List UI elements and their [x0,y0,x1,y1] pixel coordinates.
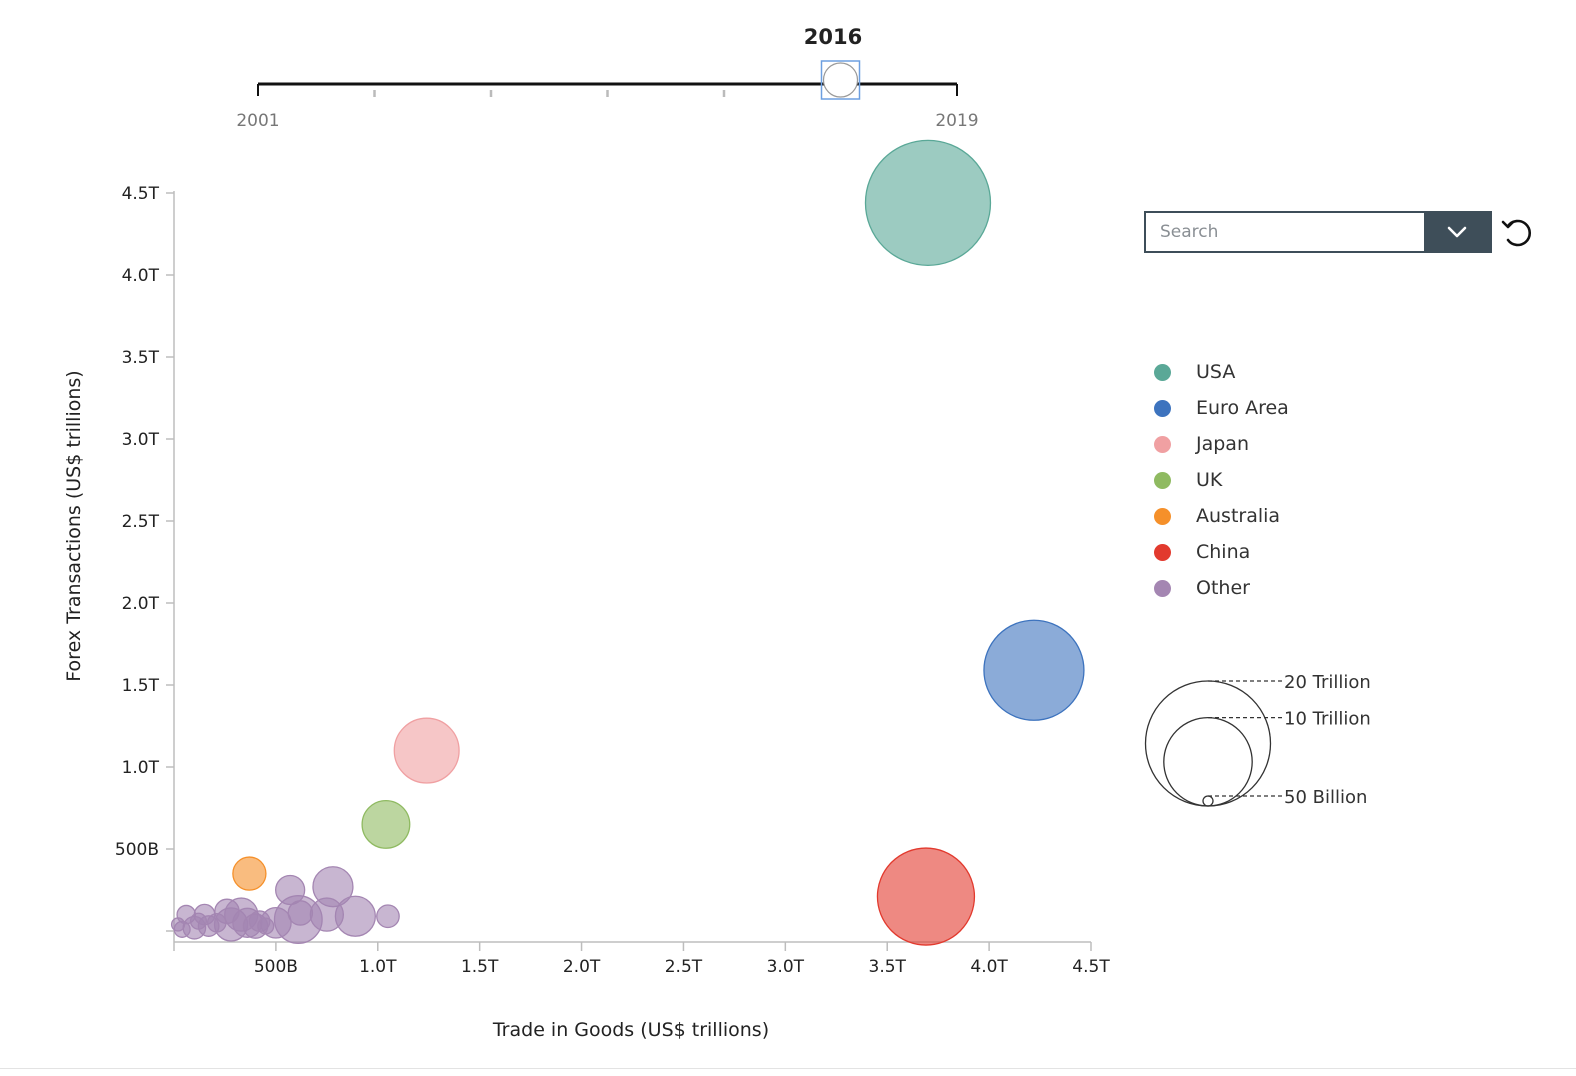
legend-item[interactable]: Australia [1150,498,1289,534]
legend-item[interactable]: Other [1150,570,1289,606]
legend-swatch [1154,363,1171,381]
search-input[interactable] [1146,213,1424,251]
y-tick-label: 500B [115,840,159,860]
bubble-other[interactable] [170,917,186,932]
legend-swatch [1154,471,1171,489]
size-legend-label: 50 Billion [1284,787,1367,808]
slider-end-label: 2019 [935,111,978,131]
x-tick-label: 4.0T [970,957,1008,977]
x-tick-label: 2.0T [563,957,601,977]
x-tick-label: 3.0T [767,957,805,977]
bubbles [170,139,1085,946]
reset-button[interactable] [1500,214,1536,250]
y-tick-label: 3.5T [122,348,160,368]
color-legend: USA Euro Area Japan UK Australia China O… [1150,354,1289,606]
legend-label: USA [1196,361,1236,383]
y-tick-label: 2.0T [122,594,160,614]
bubble-other[interactable] [376,904,400,929]
y-axis-title: Forex Transactions (US$ trillions) [63,370,85,681]
size-legend: 20 Trillion 10 Trillion 50 Billion [1144,672,1371,808]
size-legend-circle [1202,795,1214,807]
x-tick-label: 500B [254,957,298,977]
x-tick-label: 3.5T [869,957,907,977]
reset-icon [1501,219,1531,247]
slider-handle-knob[interactable] [822,62,859,98]
dropdown-button[interactable] [1424,213,1490,251]
y-tick-label: 2.5T [122,512,160,532]
bubble-euro-area[interactable] [983,619,1085,721]
bottom-divider [0,1068,1576,1069]
size-legend-label: 20 Trillion [1284,672,1371,693]
x-tick-label: 1.0T [359,957,397,977]
size-legend-circle [1163,716,1253,807]
legend-label: Japan [1196,433,1249,455]
legend-item[interactable]: UK [1150,462,1289,498]
y-tick-label: 4.5T [122,184,160,204]
size-legend-circle [1144,680,1272,807]
x-axis-title: Trade in Goods (US$ trillions) [492,1019,769,1041]
size-legend-label: 10 Trillion [1284,709,1371,730]
bubble-other[interactable] [206,912,227,933]
bubble-other[interactable] [257,917,275,935]
legend-swatch [1154,399,1171,417]
y-tick-label: 3.0T [122,430,160,450]
legend-swatch [1154,543,1171,561]
x-tick-label: 4.5T [1072,957,1110,977]
legend-label: China [1196,541,1251,563]
bubble-other[interactable] [189,912,208,930]
bubble-japan[interactable] [393,717,460,784]
slider-handle[interactable] [820,60,861,100]
country-search[interactable] [1144,211,1492,253]
slider-start-label: 2001 [236,111,279,131]
bubble-australia[interactable] [232,856,267,891]
y-tick-label: 1.5T [122,676,160,696]
chevron-down-icon [1447,226,1467,238]
legend-label: Australia [1196,505,1281,527]
bubble-uk[interactable] [361,799,411,849]
legend-label: Other [1196,577,1250,599]
legend-label: Euro Area [1196,397,1289,419]
y-tick-label: 1.0T [122,758,160,778]
year-slider[interactable]: 2016 2001 2019 [236,25,978,131]
legend-swatch [1154,435,1171,453]
legend-item[interactable]: Japan [1150,426,1289,462]
legend-swatch [1154,579,1171,597]
legend-label: UK [1196,469,1223,491]
legend-item[interactable]: Euro Area [1150,390,1289,426]
bubble-china[interactable] [876,847,976,946]
slider-handle-focus-ring [820,60,861,100]
legend-item[interactable]: USA [1150,354,1289,390]
bubble-other[interactable] [287,900,314,926]
bubble-other[interactable] [275,874,306,906]
legend-item[interactable]: China [1150,534,1289,570]
bubble-other[interactable] [309,897,345,932]
legend-swatch [1154,507,1171,525]
x-tick-label: 2.5T [665,957,703,977]
slider-current-year: 2016 [804,25,862,49]
bubble-usa[interactable] [864,139,992,266]
y-tick-label: 4.0T [122,266,160,286]
x-tick-label: 1.5T [461,957,499,977]
